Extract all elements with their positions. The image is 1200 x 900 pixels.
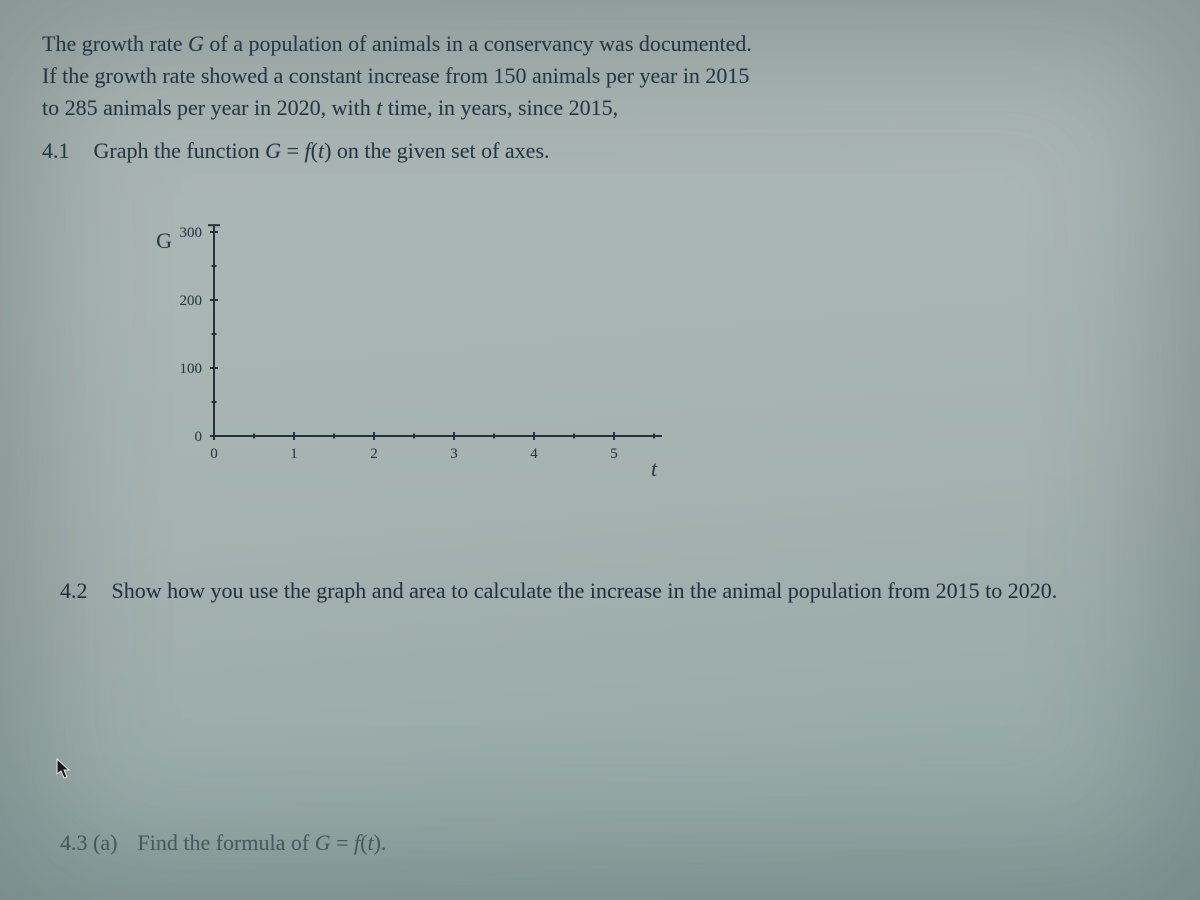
svg-text:200: 200	[180, 293, 203, 309]
svg-text:1: 1	[290, 446, 298, 462]
axes-svg: 0 1 2 3 4 5 0 100 200 300 Gt	[142, 206, 702, 506]
paren: (	[311, 138, 318, 163]
svg-text:0: 0	[210, 446, 218, 462]
question-4-1: 4.1 Graph the function G = f(t) on the g…	[42, 138, 1158, 164]
paren: ).	[374, 830, 387, 855]
question-text: Graph the function	[94, 138, 266, 163]
eq-sign: =	[281, 138, 304, 163]
svg-text:4: 4	[530, 446, 538, 462]
intro-text: time, in years, since 2015,	[382, 95, 618, 120]
svg-text:300: 300	[180, 225, 203, 241]
intro-line-2: If the growth rate showed a constant inc…	[42, 60, 1158, 92]
svg-text:t: t	[651, 456, 658, 481]
svg-text:G: G	[156, 228, 172, 253]
svg-text:5: 5	[610, 446, 618, 462]
question-text: on the given set of axes.	[331, 138, 549, 163]
svg-text:3: 3	[450, 446, 458, 462]
svg-text:100: 100	[180, 361, 203, 377]
question-4-3a: 4.3 (a) Find the formula of G = f(t).	[60, 830, 386, 856]
worksheet-page: The growth rate G of a population of ani…	[0, 0, 1200, 900]
question-number: 4.2	[60, 578, 106, 604]
axes-chart: 0 1 2 3 4 5 0 100 200 300 Gt	[142, 206, 702, 506]
problem-intro: The growth rate G of a population of ani…	[42, 28, 1158, 124]
variable-g: G	[188, 31, 204, 56]
question-number: 4.3 (a)	[60, 830, 132, 856]
intro-line-1: The growth rate G of a population of ani…	[42, 28, 1158, 60]
intro-text: of a population of animals in a conserva…	[204, 31, 752, 56]
intro-line-3: to 285 animals per year in 2020, with t …	[42, 92, 1158, 124]
intro-text: The growth rate	[42, 31, 188, 56]
intro-text: to 285 animals per year in 2020, with	[42, 95, 376, 120]
variable-g: G	[315, 830, 331, 855]
variable-g: G	[265, 138, 281, 163]
eq-sign: =	[331, 830, 354, 855]
question-4-2: 4.2 Show how you use the graph and area …	[60, 578, 1158, 604]
svg-text:2: 2	[370, 446, 378, 462]
svg-text:0: 0	[195, 429, 203, 445]
question-text: Find the formula of	[138, 830, 315, 855]
cursor-icon	[56, 758, 72, 780]
question-number: 4.1	[42, 138, 88, 164]
question-text: Show how you use the graph and area to c…	[112, 578, 1058, 603]
